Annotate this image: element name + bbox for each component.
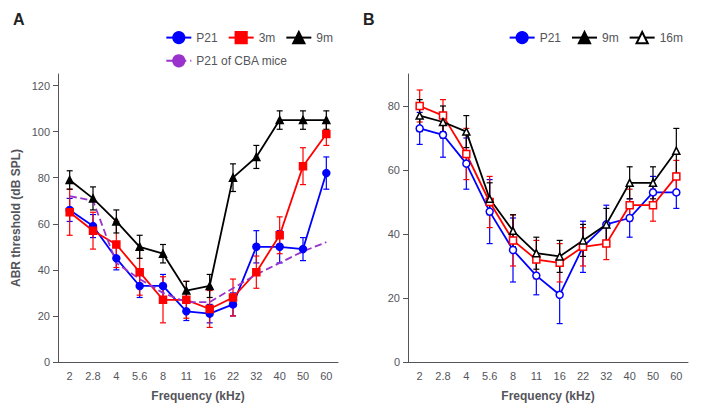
svg-text:16m: 16m bbox=[660, 31, 683, 45]
svg-text:50: 50 bbox=[647, 370, 659, 382]
svg-text:2: 2 bbox=[417, 370, 423, 382]
svg-text:40: 40 bbox=[624, 370, 636, 382]
svg-text:0: 0 bbox=[394, 356, 400, 368]
svg-text:0: 0 bbox=[44, 356, 50, 368]
svg-text:22: 22 bbox=[227, 370, 239, 382]
svg-text:32: 32 bbox=[250, 370, 262, 382]
svg-text:Frequency (kHz): Frequency (kHz) bbox=[501, 389, 594, 403]
svg-text:60: 60 bbox=[320, 370, 332, 382]
svg-text:20: 20 bbox=[388, 292, 400, 304]
svg-text:32: 32 bbox=[600, 370, 612, 382]
svg-text:40: 40 bbox=[38, 264, 50, 276]
svg-text:16: 16 bbox=[204, 370, 216, 382]
svg-text:80: 80 bbox=[388, 100, 400, 112]
svg-text:A: A bbox=[13, 11, 25, 28]
svg-text:4: 4 bbox=[113, 370, 119, 382]
svg-text:2.8: 2.8 bbox=[435, 370, 450, 382]
svg-text:2.8: 2.8 bbox=[85, 370, 100, 382]
svg-text:22: 22 bbox=[577, 370, 589, 382]
svg-text:20: 20 bbox=[38, 310, 50, 322]
svg-text:80: 80 bbox=[38, 172, 50, 184]
svg-text:9m: 9m bbox=[602, 31, 619, 45]
svg-text:60: 60 bbox=[38, 218, 50, 230]
svg-text:5.6: 5.6 bbox=[132, 370, 147, 382]
svg-text:B: B bbox=[363, 11, 375, 28]
svg-text:P21: P21 bbox=[196, 31, 218, 45]
svg-text:16: 16 bbox=[554, 370, 566, 382]
svg-text:Frequency (kHz): Frequency (kHz) bbox=[151, 389, 244, 403]
svg-text:8: 8 bbox=[510, 370, 516, 382]
svg-text:11: 11 bbox=[531, 370, 542, 382]
svg-text:ABR threshold (dB SPL): ABR threshold (dB SPL) bbox=[9, 149, 23, 287]
svg-text:50: 50 bbox=[297, 370, 309, 382]
svg-text:11: 11 bbox=[181, 370, 192, 382]
svg-text:2: 2 bbox=[67, 370, 73, 382]
svg-text:100: 100 bbox=[32, 126, 50, 138]
svg-text:3m: 3m bbox=[259, 31, 276, 45]
svg-text:P21: P21 bbox=[540, 31, 562, 45]
svg-text:P21 of CBA mice: P21 of CBA mice bbox=[196, 54, 287, 68]
svg-text:60: 60 bbox=[388, 164, 400, 176]
svg-text:40: 40 bbox=[388, 228, 400, 240]
svg-text:4: 4 bbox=[463, 370, 469, 382]
svg-text:8: 8 bbox=[160, 370, 166, 382]
svg-text:5.6: 5.6 bbox=[482, 370, 497, 382]
svg-text:120: 120 bbox=[32, 80, 50, 92]
svg-text:9m: 9m bbox=[316, 31, 333, 45]
svg-text:60: 60 bbox=[670, 370, 682, 382]
svg-text:40: 40 bbox=[274, 370, 286, 382]
